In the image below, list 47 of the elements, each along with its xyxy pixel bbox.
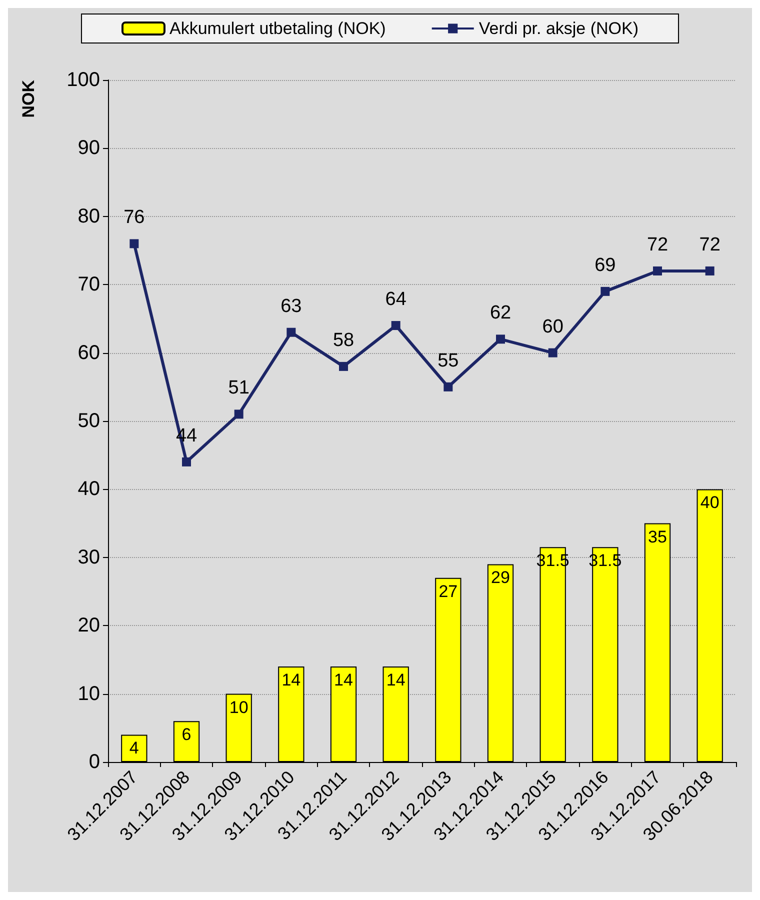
data-label: 10	[229, 698, 248, 717]
data-label: 69	[594, 254, 616, 276]
y-tick-label: 40	[78, 478, 100, 500]
data-label: 58	[332, 330, 354, 351]
y-axis-title: NOK	[19, 79, 38, 118]
data-label: 14	[386, 670, 406, 690]
point	[339, 362, 348, 371]
data-label: 72	[699, 234, 720, 256]
data-label: 4	[129, 738, 139, 758]
data-label: 6	[182, 725, 192, 744]
data-label: 14	[334, 670, 353, 690]
point	[234, 410, 244, 419]
point	[444, 382, 453, 392]
y-tick-label: 80	[78, 205, 100, 228]
data-label: 60	[542, 316, 564, 338]
data-label: 27	[438, 582, 458, 601]
point	[286, 328, 296, 337]
data-label: 29	[491, 568, 510, 588]
y-tick-label: 30	[78, 546, 100, 568]
legend-label: Verdi pr. aksje (NOK)	[478, 19, 639, 38]
y-tick-label: 60	[78, 342, 100, 364]
data-label: 63	[280, 296, 302, 317]
legend-label: Akkumulert utbetaling (NOK)	[169, 19, 386, 38]
y-tick-label: 90	[78, 137, 100, 160]
point	[391, 321, 400, 330]
data-label: 76	[124, 207, 145, 228]
data-label: 72	[646, 234, 668, 256]
data-label: 14	[282, 670, 301, 690]
data-label: 55	[438, 350, 459, 372]
data-label: 62	[490, 302, 512, 324]
point	[130, 239, 139, 248]
point	[182, 457, 191, 466]
y-tick-label: 70	[78, 274, 100, 296]
y-tick-label: 0	[88, 751, 100, 773]
point	[600, 286, 610, 296]
point	[705, 266, 714, 276]
data-label: 35	[648, 527, 667, 546]
y-tick-label: 50	[78, 410, 100, 432]
point	[496, 334, 505, 344]
y-tick-label: 10	[78, 682, 100, 705]
y-tick-label: 100	[66, 69, 100, 91]
data-label: 40	[700, 493, 720, 512]
data-label: 64	[385, 289, 407, 310]
point	[653, 266, 662, 276]
point	[548, 348, 558, 358]
y-tick-label: 20	[78, 614, 100, 637]
data-label: 51	[228, 378, 250, 399]
